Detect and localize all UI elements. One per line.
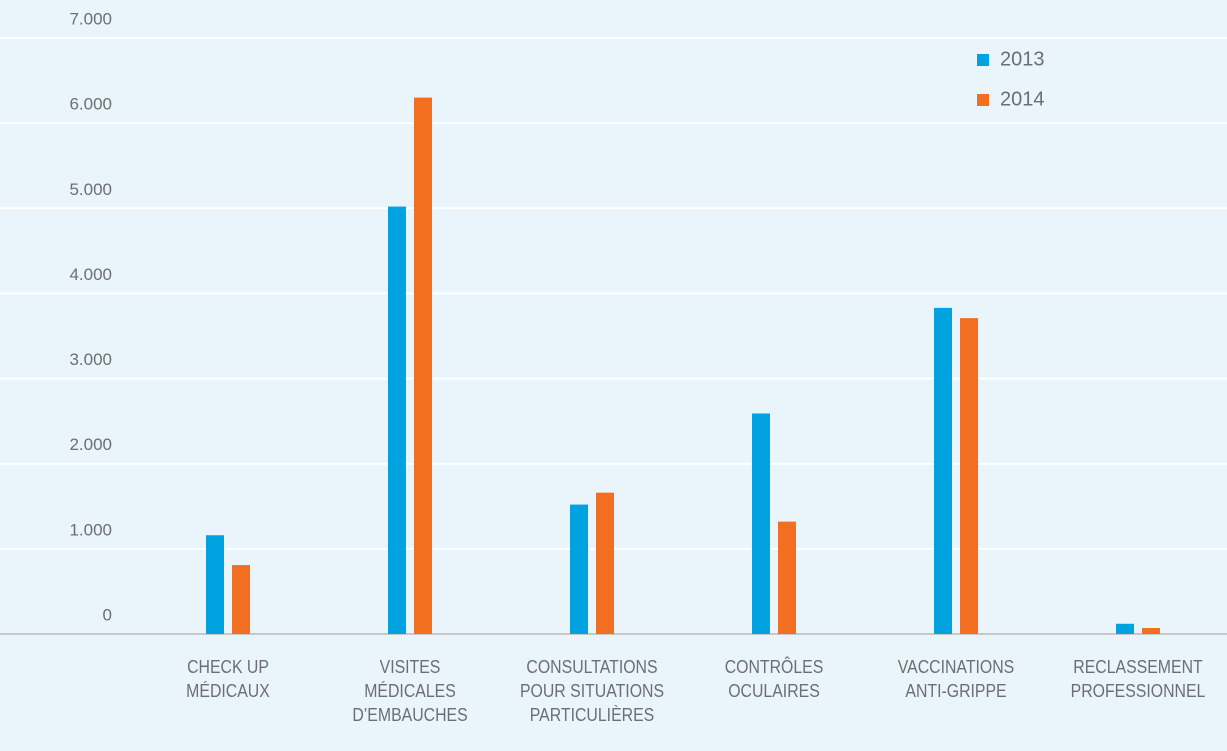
y-tick-label: 3.000	[69, 350, 112, 369]
bar	[206, 535, 224, 634]
bar	[1142, 628, 1160, 634]
x-tick-label: CONSULTATIONS POUR SITUATIONS PARTICULIÈ…	[519, 657, 665, 725]
x-tick-label: RECLASSEMENT PROFESSIONNEL	[1070, 657, 1206, 701]
y-tick-label: 6.000	[69, 95, 112, 114]
legend-swatch	[977, 94, 989, 106]
legend-label: 2013	[1000, 48, 1045, 70]
y-tick-label: 0	[103, 605, 112, 624]
bar	[596, 492, 614, 634]
x-tick-label: VISITES MÉDICALES D’EMBAUCHES	[352, 657, 468, 725]
y-tick-label: 4.000	[69, 265, 112, 284]
bar	[232, 565, 250, 634]
bar	[752, 413, 770, 634]
y-tick-label: 5.000	[69, 180, 112, 199]
y-tick-label: 1.000	[69, 520, 112, 539]
legend-label: 2014	[1000, 88, 1045, 110]
bar	[960, 318, 978, 634]
bar	[778, 521, 796, 634]
bar	[570, 504, 588, 634]
x-tick-label: VACCINATIONS ANTI-GRIPPE	[897, 657, 1015, 701]
bar	[934, 307, 952, 634]
bar	[388, 206, 406, 634]
bar	[414, 97, 432, 635]
bar	[1116, 623, 1134, 634]
y-tick-label: 2.000	[69, 435, 112, 454]
legend-swatch	[977, 54, 989, 66]
y-tick-label: 7.000	[69, 9, 112, 28]
x-tick-label: CONTRÔLES OCULAIRES	[724, 657, 824, 701]
x-tick-label: CHECK UP MÉDICAUX	[186, 657, 270, 701]
